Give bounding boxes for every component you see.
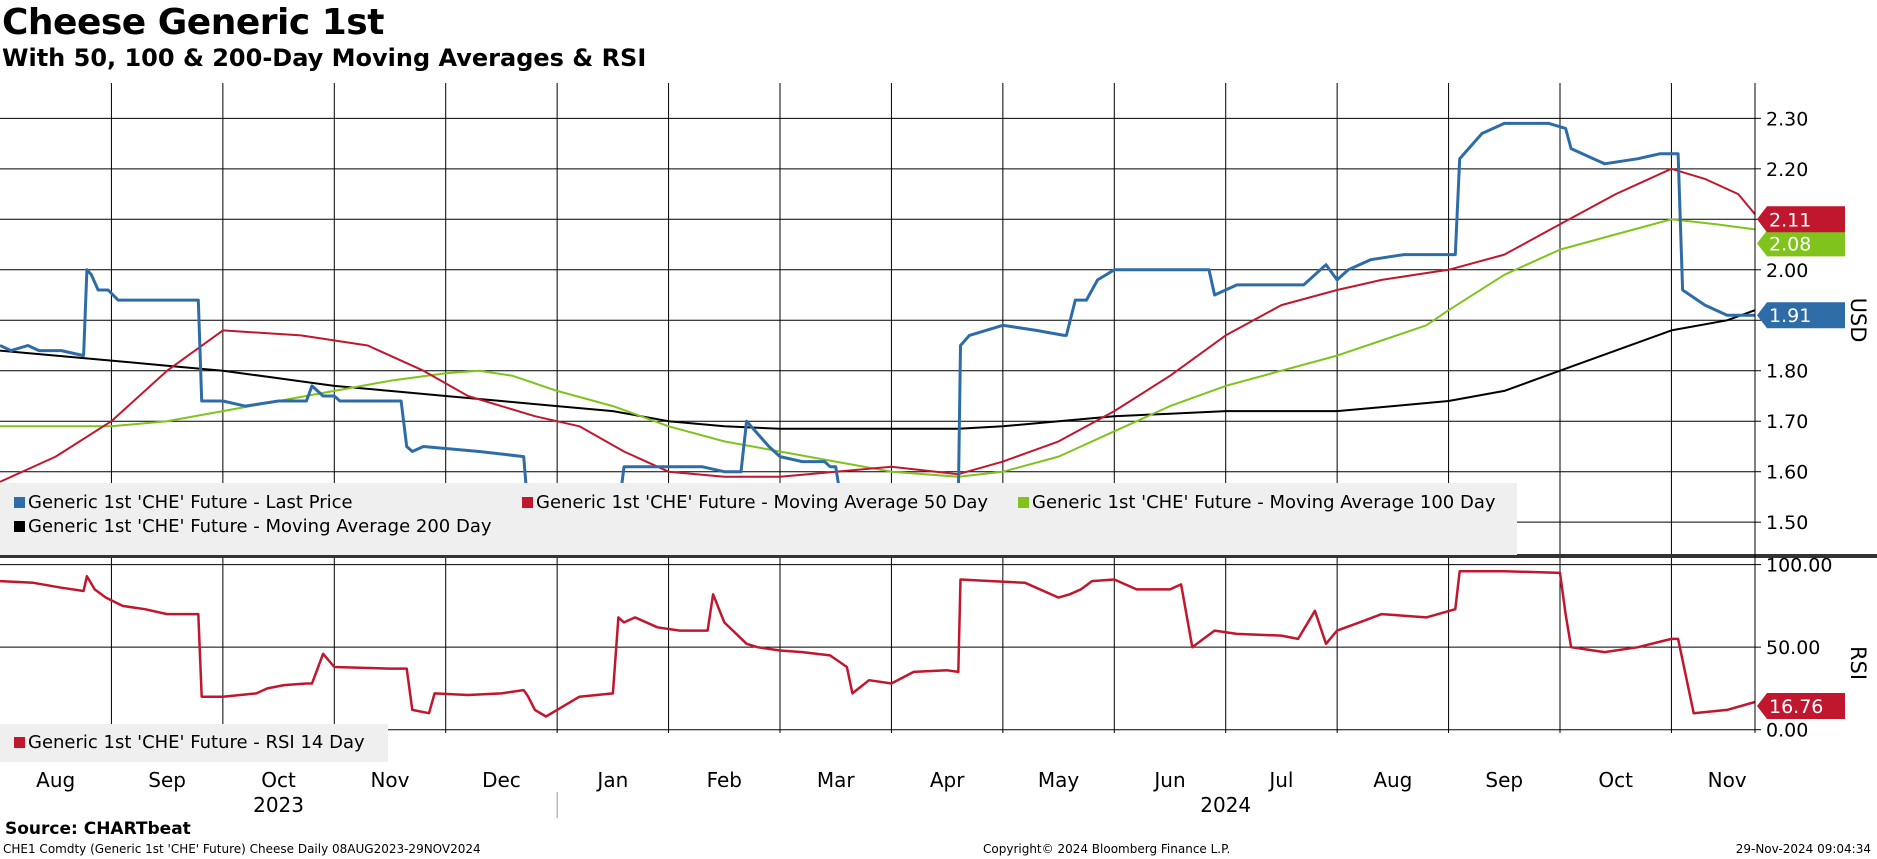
- month-label: Aug: [1373, 768, 1412, 792]
- price-tick-label: 2.30: [1766, 108, 1808, 130]
- month-label: Aug: [36, 768, 75, 792]
- price-tick-label: 1.70: [1766, 411, 1808, 433]
- rsi-last-badge-label: 16.76: [1769, 696, 1823, 718]
- price-axis-title: USD: [1846, 298, 1870, 343]
- price-tick-label: 2.00: [1766, 260, 1808, 282]
- month-label: Mar: [817, 768, 856, 792]
- legend-swatch: [1018, 497, 1029, 508]
- last-price-last-badge: [1757, 302, 1845, 329]
- ma100-last-badge: [1757, 230, 1845, 257]
- ma50-last-badge: [1757, 206, 1845, 233]
- month-label: May: [1038, 768, 1080, 792]
- rsi-tick-label: 50.00: [1766, 637, 1820, 659]
- price-legend-box: [0, 483, 1517, 555]
- price-tick-label: 1.50: [1766, 512, 1808, 534]
- legend-label: Generic 1st 'CHE' Future - RSI 14 Day: [28, 732, 365, 753]
- axis-layer: 2.302.202.102.001.901.801.701.601.50100.…: [36, 83, 1870, 818]
- legend-swatch: [14, 497, 25, 508]
- ma100-line: [0, 218, 1756, 478]
- month-label: Apr: [930, 768, 965, 792]
- ma200-line: [0, 309, 1756, 430]
- price-tick-label: 1.60: [1766, 462, 1808, 484]
- rsi-tick-label: 0.00: [1766, 720, 1808, 742]
- month-label: Jul: [1267, 768, 1293, 792]
- legend-swatch: [14, 521, 25, 532]
- month-label: Sep: [148, 768, 186, 792]
- month-label: Nov: [370, 768, 409, 792]
- price-tick-label: 1.80: [1766, 361, 1808, 383]
- rsi-tick-label: 100.00: [1766, 555, 1832, 577]
- rsi-last-badge: [1757, 693, 1845, 720]
- year-label: 2023: [253, 793, 304, 817]
- grid-layer: [0, 83, 1877, 733]
- ma50-last-badge-label: 2.11: [1769, 209, 1811, 231]
- year-label: 2024: [1200, 793, 1251, 817]
- source-note: Source: CHARTbeat: [5, 819, 191, 839]
- legend-swatch: [14, 737, 25, 748]
- footer-copyright: Copyright© 2024 Bloomberg Finance L.P.: [983, 842, 1231, 856]
- month-label: Nov: [1708, 768, 1747, 792]
- month-label: Oct: [1598, 768, 1633, 792]
- month-label: Dec: [482, 768, 521, 792]
- legend-label: Generic 1st 'CHE' Future - Moving Averag…: [536, 492, 988, 513]
- price-tick-label: 2.20: [1766, 159, 1808, 181]
- ma50-line: [0, 167, 1756, 483]
- footer-ticker-info: CHE1 Comdty (Generic 1st 'CHE' Future) C…: [3, 842, 481, 856]
- month-label: Jun: [1152, 768, 1185, 792]
- rsi-line: [0, 569, 1756, 718]
- chart-subtitle: With 50, 100 & 200-Day Moving Averages &…: [2, 44, 647, 72]
- month-label: Sep: [1485, 768, 1523, 792]
- month-label: Feb: [707, 768, 742, 792]
- legend-layer: Generic 1st 'CHE' Future - Last Price Gen…: [0, 483, 1517, 762]
- legend-label: Generic 1st 'CHE' Future - Last Price: [28, 492, 353, 513]
- legend-label: Generic 1st 'CHE' Future - Moving Averag…: [1032, 492, 1496, 513]
- series-layer: [0, 121, 1756, 718]
- chart-title: Cheese Generic 1st: [2, 2, 384, 43]
- rsi-legend-box: [0, 724, 388, 762]
- last-price-line: [0, 121, 1755, 514]
- legend-label: Generic 1st 'CHE' Future - Moving Averag…: [28, 516, 492, 537]
- legend-swatch: [522, 497, 533, 508]
- ma100-last-badge-label: 2.08: [1769, 233, 1811, 255]
- footer-timestamp: 29-Nov-2024 09:04:34: [1735, 842, 1871, 856]
- month-label: Oct: [261, 768, 296, 792]
- month-label: Jan: [595, 768, 628, 792]
- last-price-last-badge-label: 1.91: [1769, 305, 1811, 327]
- rsi-axis-title: RSI: [1846, 646, 1870, 680]
